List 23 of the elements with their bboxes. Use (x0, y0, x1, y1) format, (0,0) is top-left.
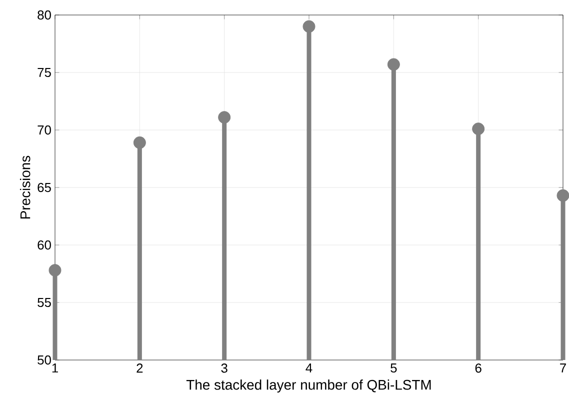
x-axis-title: The stacked layer number of QBi-LSTM (186, 380, 431, 393)
y-tick-label: 75 (38, 68, 51, 78)
x-tick-label: 2 (136, 364, 143, 373)
x-tick-label: 5 (390, 364, 397, 373)
point (472, 122, 485, 136)
point (133, 136, 146, 149)
y-tick-label: 80 (38, 10, 51, 20)
x-tick-label: 3 (221, 364, 228, 373)
x-tick-label: 7 (560, 364, 566, 372)
point (387, 58, 400, 71)
y-tick-label: 70 (38, 125, 51, 135)
point (218, 111, 231, 124)
y-tick-label: 65 (38, 182, 51, 192)
x-tick-label: 6 (475, 364, 482, 373)
y-tick-label: 50 (38, 355, 51, 365)
y-tick-label: 55 (38, 298, 51, 308)
point (556, 189, 569, 202)
point (48, 264, 62, 277)
x-tick-label: 1 (52, 364, 58, 372)
y-tick-label: 60 (38, 240, 51, 250)
point (302, 20, 316, 33)
x-tick-label: 4 (306, 364, 312, 372)
y-axis-title: Precisions (20, 156, 30, 219)
